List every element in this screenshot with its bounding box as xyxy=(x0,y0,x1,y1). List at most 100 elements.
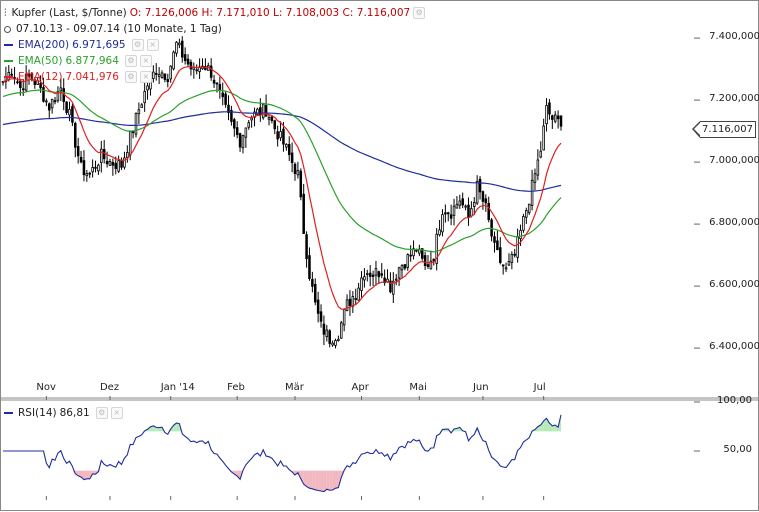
candle-body xyxy=(19,80,22,89)
candle-body xyxy=(59,87,63,92)
candle-body xyxy=(328,330,331,344)
candle-body xyxy=(267,117,271,120)
candle-body xyxy=(313,283,317,303)
ema200-settings-icon[interactable]: ⚙ xyxy=(131,39,144,51)
candle-body xyxy=(493,236,496,243)
candle-body xyxy=(230,109,233,122)
candle-body xyxy=(409,254,412,257)
candle-body xyxy=(270,116,274,122)
rsi-label: RSI(14) xyxy=(18,407,57,419)
rsi-overbought-fill xyxy=(546,418,550,432)
candle-body xyxy=(415,249,418,252)
ema200-line xyxy=(2,111,562,192)
candle-body xyxy=(296,170,300,176)
rsi-oversold-fill xyxy=(237,470,241,480)
candle-body xyxy=(522,216,525,231)
candle-body xyxy=(233,119,236,129)
candle-body xyxy=(397,267,401,279)
month-label: Jan '14 xyxy=(160,382,195,393)
month-label: Mai xyxy=(409,382,427,393)
candle-body xyxy=(473,202,476,207)
candle-body xyxy=(189,61,193,70)
candle-body xyxy=(305,234,308,260)
ema200-value: 6.971,695 xyxy=(72,39,126,51)
candle-body xyxy=(458,200,462,206)
candle-body xyxy=(186,58,190,65)
candle-body xyxy=(461,198,464,206)
candle-body xyxy=(302,193,305,234)
candle-body xyxy=(160,72,164,78)
candle-body xyxy=(392,280,395,295)
candle-body xyxy=(487,203,490,220)
candle-body xyxy=(100,148,103,163)
candle-body xyxy=(319,311,323,322)
candle-body xyxy=(123,157,126,168)
candle-body xyxy=(366,273,369,276)
candle-body xyxy=(215,82,219,85)
candle-body xyxy=(97,164,100,172)
candle-body xyxy=(140,104,144,108)
candle-body xyxy=(212,79,216,84)
ema50-settings-icon[interactable]: ⚙ xyxy=(124,55,137,67)
candle-body xyxy=(357,287,360,301)
candle-body xyxy=(42,87,45,102)
candle-body xyxy=(276,131,279,140)
legend-ema200[interactable]: EMA(200) 6.971,695 ⚙ × xyxy=(4,38,159,52)
rsi-tick-label: 100,00 xyxy=(717,395,752,406)
candle-body xyxy=(322,323,326,335)
rsi-oversold-fill xyxy=(306,470,310,489)
candle-body xyxy=(556,115,560,120)
rsi-oversold-fill xyxy=(323,470,327,492)
candle-body xyxy=(94,166,97,169)
ema200-close-icon[interactable]: × xyxy=(146,39,159,51)
candle-body xyxy=(117,160,120,172)
rsi-close-icon[interactable]: × xyxy=(110,407,123,419)
price-tick-label: 6.800,000 xyxy=(709,217,759,229)
ema50-close-icon[interactable]: × xyxy=(139,55,152,67)
month-label: Nov xyxy=(36,382,56,393)
candle-body xyxy=(513,253,517,256)
rsi-tick-label: 50,00 xyxy=(723,444,752,455)
ema50-swatch xyxy=(4,60,13,62)
legend-ema12[interactable]: EMA(12) 7.041,976 ⚙ × xyxy=(4,70,152,84)
candle-body xyxy=(178,42,181,46)
month-label: Dez xyxy=(99,382,120,393)
candle-body xyxy=(371,274,375,277)
candle-body xyxy=(351,296,355,307)
rsi-overbought-fill xyxy=(543,418,547,432)
legend-rsi[interactable]: RSI(14) 86,81 ⚙ × xyxy=(4,406,123,420)
rsi-overbought-fill xyxy=(552,425,556,432)
candle-body xyxy=(146,85,149,91)
candle-body xyxy=(377,271,381,278)
month-label: Mär xyxy=(285,382,304,393)
candle-body xyxy=(105,160,109,165)
ema50-line xyxy=(2,89,562,253)
candle-body xyxy=(227,104,230,114)
ema12-close-icon[interactable]: × xyxy=(139,71,152,83)
ema12-settings-icon[interactable]: ⚙ xyxy=(124,71,137,83)
candle-body xyxy=(530,179,534,207)
candle-body xyxy=(71,106,74,123)
candle-body xyxy=(331,342,334,346)
candle-body xyxy=(47,103,51,111)
rsi-oversold-fill xyxy=(332,470,336,491)
rsi-settings-icon[interactable]: ⚙ xyxy=(95,407,108,419)
candle-body xyxy=(256,108,259,115)
candle-body xyxy=(218,84,222,91)
candle-body xyxy=(91,167,94,173)
candle-body xyxy=(360,277,363,291)
month-label: Apr xyxy=(351,382,369,393)
settings-icon[interactable]: ⚙ xyxy=(413,7,426,19)
legend-ema50[interactable]: EMA(50) 6.877,964 ⚙ × xyxy=(4,54,152,68)
candle-body xyxy=(157,74,161,77)
candle-body xyxy=(446,212,450,215)
candle-body xyxy=(525,210,528,218)
rsi-oversold-fill xyxy=(83,470,87,480)
candle-body xyxy=(279,131,282,139)
candle-body xyxy=(429,260,433,270)
instrument-title: Kupfer (Last, $/Tonne) xyxy=(11,7,127,19)
rsi-oversold-fill xyxy=(318,470,322,491)
rsi-overbought-fill xyxy=(540,420,544,432)
